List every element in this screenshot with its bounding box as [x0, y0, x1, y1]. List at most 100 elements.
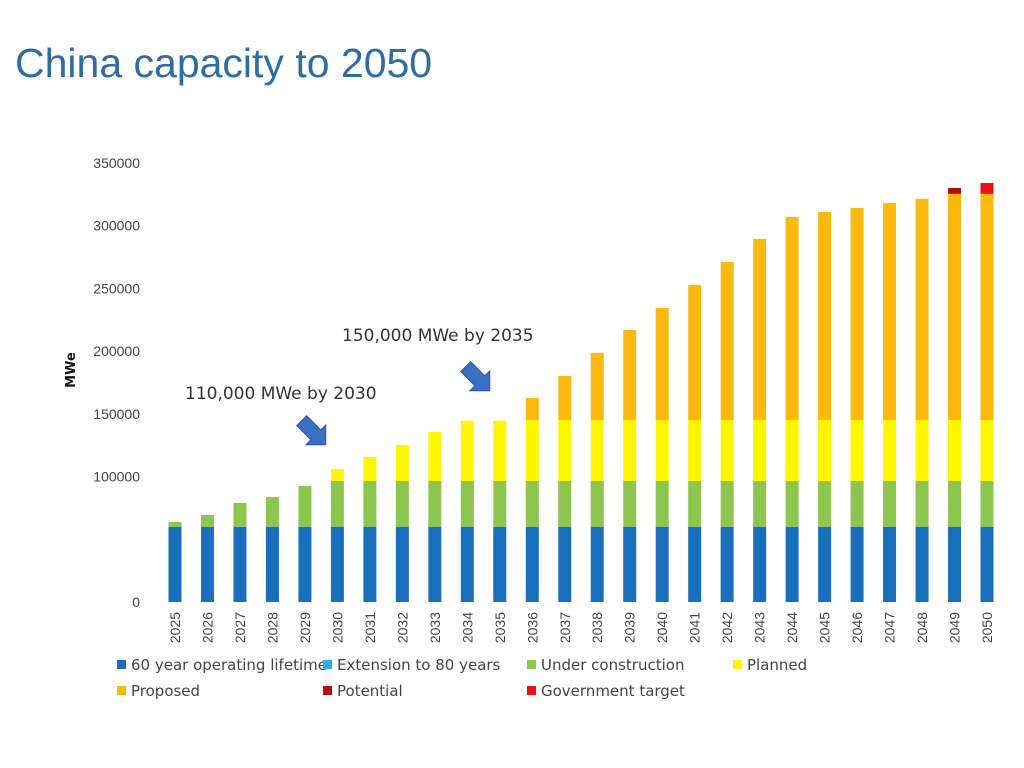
y-tick-label: 200000 — [93, 343, 140, 359]
bar-segment-under-construction — [233, 502, 247, 527]
legend-item: Planned — [733, 656, 807, 674]
bar-segment-under-construction — [525, 480, 539, 527]
legend-label: Extension to 80 years — [337, 656, 501, 674]
bar-segment-under-construction — [850, 480, 864, 527]
x-tick-label: 2049 — [947, 612, 963, 643]
bar-segment-60-year-operating-lifetime — [525, 526, 539, 602]
bar-segment-planned — [330, 469, 344, 481]
x-tick-label: 2046 — [849, 612, 865, 643]
bar-segment-proposed — [558, 375, 572, 421]
bar-segment-planned — [428, 431, 442, 481]
bar-segment-proposed — [590, 352, 604, 421]
x-tick-label: 2028 — [264, 612, 280, 643]
bar-stack-2032 — [395, 444, 409, 602]
bar-segment-60-year-operating-lifetime — [948, 526, 962, 602]
bar-segment-proposed — [655, 307, 669, 421]
bar-stack-2046 — [850, 207, 864, 602]
annotations: 110,000 MWe by 2030 150,000 MWe by 2035 — [185, 326, 534, 446]
x-tick-label: 2050 — [979, 612, 995, 643]
y-axis-label: MWe — [64, 352, 79, 388]
x-tick-label: 2036 — [524, 612, 540, 643]
arrow-shape — [460, 361, 491, 392]
legend-swatch — [527, 686, 536, 695]
legend-label: Government target — [541, 682, 685, 700]
bar-segment-under-construction — [688, 480, 702, 527]
bar-stack-2035 — [493, 420, 507, 602]
annotation-2035: 150,000 MWe by 2035 — [342, 326, 534, 346]
bar-segment-planned — [363, 457, 377, 481]
bar-segment-proposed — [850, 207, 864, 421]
bar-segment-60-year-operating-lifetime — [655, 526, 669, 602]
bar-segment-under-construction — [883, 480, 897, 527]
bar-segment-60-year-operating-lifetime — [493, 526, 507, 602]
legend-item: Proposed — [117, 682, 200, 700]
bar-segment-under-construction — [980, 480, 994, 527]
bar-segment-proposed — [753, 238, 767, 421]
bar-segment-under-construction — [720, 480, 734, 527]
bar-segment-under-construction — [200, 514, 214, 527]
x-tick-label: 2027 — [232, 612, 248, 643]
bar-segment-planned — [720, 420, 734, 481]
bar-segment-planned — [850, 420, 864, 481]
bar-segment-under-construction — [818, 480, 832, 527]
bar-segment-60-year-operating-lifetime — [363, 526, 377, 602]
bar-segment-proposed — [818, 211, 832, 421]
bar-segment-under-construction — [785, 480, 799, 527]
bar-stack-2049 — [948, 187, 962, 602]
bar-stack-2041 — [688, 284, 702, 602]
legend-swatch — [117, 660, 126, 669]
bar-segment-planned — [525, 420, 539, 481]
bar-segment-60-year-operating-lifetime — [720, 526, 734, 602]
bar-segment-planned — [493, 420, 507, 481]
bar-segment-60-year-operating-lifetime — [818, 526, 832, 602]
x-tick-label: 2045 — [817, 612, 833, 643]
y-tick-label: 100000 — [93, 469, 140, 485]
legend-label: Planned — [747, 656, 807, 674]
bar-segment-under-construction — [460, 480, 474, 527]
x-tick-label: 2043 — [752, 612, 768, 643]
bar-stack-2026 — [200, 514, 214, 602]
bar-segment-proposed — [688, 284, 702, 421]
bar-segment-60-year-operating-lifetime — [883, 526, 897, 602]
bar-segment-60-year-operating-lifetime — [980, 526, 994, 602]
x-tick-label: 2044 — [784, 612, 800, 643]
bar-stack-2040 — [655, 307, 669, 602]
bar-stack-2034 — [460, 420, 474, 602]
bar-segment-60-year-operating-lifetime — [200, 526, 214, 602]
legend-swatch — [117, 686, 126, 695]
legend-item: 60 year operating lifetime — [117, 656, 327, 674]
bar-stack-2048 — [915, 198, 929, 602]
bar-segment-planned — [915, 420, 929, 481]
legend-label: Potential — [337, 682, 403, 700]
bar-stack-2044 — [785, 216, 799, 602]
bar-segment-60-year-operating-lifetime — [590, 526, 604, 602]
bar-segment-under-construction — [623, 480, 637, 527]
bar-stack-2030 — [330, 469, 344, 602]
legend-item: Under construction — [527, 656, 684, 674]
y-tick-label: 150000 — [93, 406, 140, 422]
x-tick-label: 2033 — [427, 612, 443, 643]
bar-segment-under-construction — [948, 480, 962, 527]
bar-segment-proposed — [525, 397, 539, 421]
x-tick-label: 2038 — [589, 612, 605, 643]
arrow-shape — [296, 415, 327, 446]
bar-segment-under-construction — [363, 480, 377, 527]
arrow-icon — [296, 415, 327, 446]
legend-swatch — [527, 660, 536, 669]
bar-segment-proposed — [948, 193, 962, 421]
x-tick-label: 2042 — [719, 612, 735, 643]
x-tick-label: 2048 — [914, 612, 930, 643]
bar-segment-60-year-operating-lifetime — [753, 526, 767, 602]
bar-segment-60-year-operating-lifetime — [265, 526, 279, 602]
y-axis: 0 100000 150000 200000 250000 300000 350000 — [93, 155, 140, 610]
bar-stack-2043 — [753, 238, 767, 602]
bar-stack-2025 — [168, 521, 182, 602]
x-tick-label: 2041 — [687, 612, 703, 643]
bar-segment-60-year-operating-lifetime — [915, 526, 929, 602]
bar-stack-2050 — [980, 182, 994, 602]
y-tick-label: 250000 — [93, 280, 140, 296]
bar-stack-2042 — [720, 261, 734, 602]
x-tick-label: 2035 — [492, 612, 508, 643]
bar-segment-60-year-operating-lifetime — [460, 526, 474, 602]
bar-segment-planned — [785, 420, 799, 481]
